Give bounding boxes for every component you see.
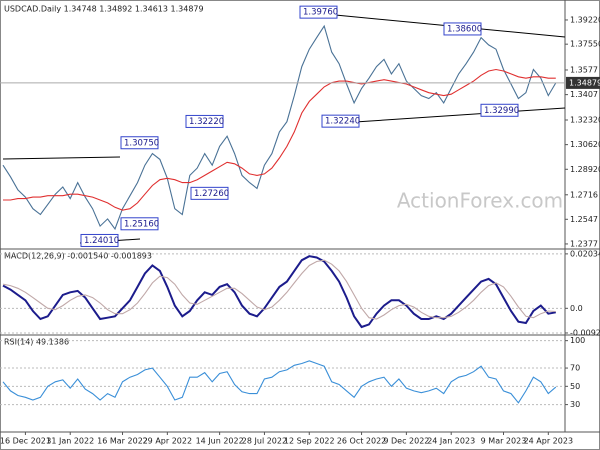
y-tick-label: 0.0	[570, 304, 583, 313]
x-tick-label: 28 Jul 2022	[242, 437, 287, 446]
level-box	[120, 136, 159, 150]
level-label: 1.38600	[447, 24, 482, 34]
level-label: 1.32240	[325, 117, 360, 127]
y-tick-label: 1.2716	[570, 190, 598, 199]
y-tick-label: 1.28920	[570, 165, 600, 174]
x-tick-label: 26 Oct 2022	[337, 437, 386, 446]
level-box	[80, 233, 119, 247]
watermark: ActionForex.com	[397, 189, 563, 213]
level-label: 1.24010	[84, 236, 119, 246]
level-box	[120, 217, 159, 231]
macd-title: MACD(12,26,9) -0.001540 -0.001893	[4, 252, 152, 261]
level-box	[190, 186, 229, 200]
x-tick-label: 12 Sep 2022	[284, 437, 335, 446]
x-tick-label: 9 Mar 2023	[481, 437, 527, 446]
y-tick-label: -0.009215	[570, 328, 600, 337]
y-tick-label: 1.39220	[570, 15, 600, 24]
y-tick-label: 1.2547	[570, 215, 598, 224]
level-label: 1.27260	[194, 189, 229, 199]
x-tick-label: 31 Jan 2022	[46, 437, 94, 446]
y-tick-label: 1.37550	[570, 40, 600, 49]
y-tick-label: 1.3577	[570, 65, 598, 74]
level-box	[185, 114, 224, 128]
level-label: 1.25160	[124, 219, 159, 229]
trend-line	[354, 107, 566, 123]
level-box	[480, 103, 519, 117]
y-tick-label: 30	[570, 400, 580, 409]
y-tick-label: 1.32320	[570, 115, 600, 124]
level-box	[443, 22, 482, 36]
level-label: 1.32220	[189, 117, 224, 127]
x-tick-label: 29 Apr 2022	[143, 437, 192, 446]
y-tick-label: 1.2377	[570, 239, 598, 248]
x-tick-label: 16 Dec 2021	[0, 437, 51, 446]
series-line	[3, 68, 556, 211]
y-tick-label: 0.020349	[570, 249, 600, 258]
series-line	[2, 255, 556, 329]
y-tick-label: 50	[570, 382, 580, 391]
x-tick-label: 9 Dec 2022	[383, 437, 429, 446]
x-tick-label: 16 Mar 2022	[97, 437, 148, 446]
y-tick-label: 1.30620	[570, 140, 600, 149]
level-box	[321, 114, 360, 128]
chart-title: USDCAD.Daily 1.34748 1.34892 1.34613 1.3…	[4, 5, 204, 14]
level-label: 1.39760	[303, 8, 338, 18]
x-tick-label: 24 Jan 2023	[427, 437, 475, 446]
y-tick-label: 100	[570, 336, 585, 345]
x-tick-label: 24 Apr 2023	[524, 437, 573, 446]
x-tick-label: 14 Jun 2022	[196, 437, 244, 446]
current-price-box	[566, 76, 600, 89]
y-tick-label: 70	[570, 364, 580, 373]
series-line	[2, 360, 557, 404]
series-line	[2, 259, 556, 320]
rsi-title: RSI(14) 49.1386	[4, 338, 69, 347]
y-tick-label: 1.3407	[570, 90, 598, 99]
level-box	[299, 5, 338, 19]
series-line	[2, 24, 557, 231]
current-price-label: 1.34879	[569, 78, 600, 87]
level-label: 1.30750	[124, 138, 159, 148]
trend-line	[2, 156, 121, 160]
level-label: 1.32990	[484, 106, 519, 116]
